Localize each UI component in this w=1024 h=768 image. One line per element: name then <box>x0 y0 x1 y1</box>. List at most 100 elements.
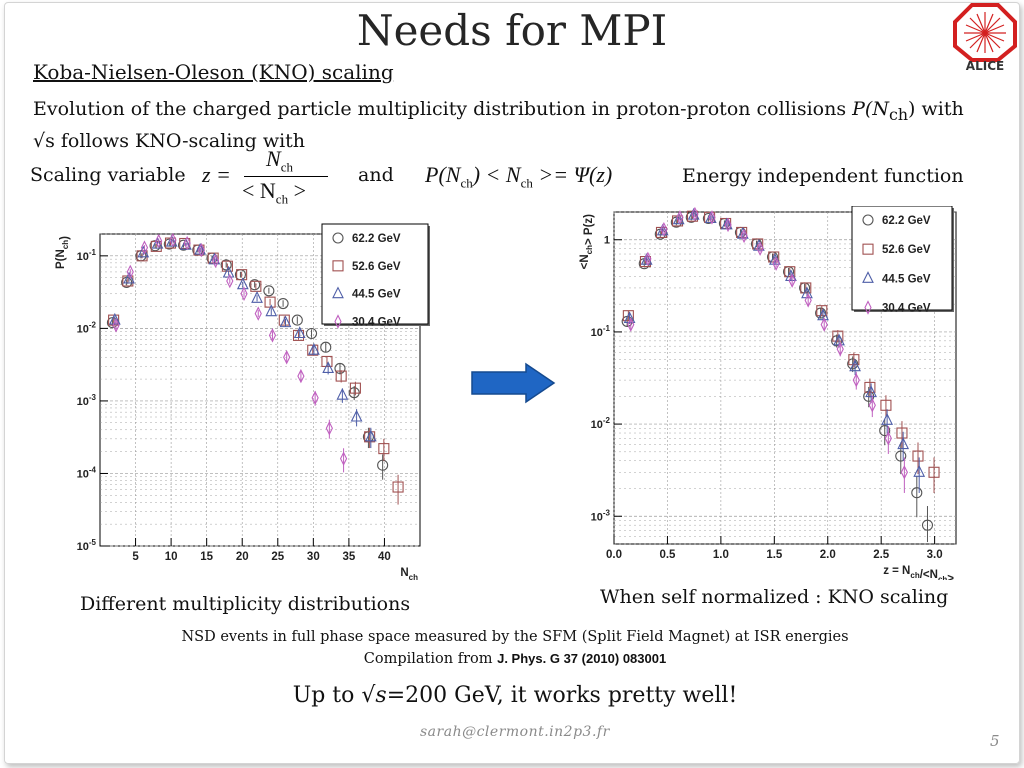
description-formula-sub: ch <box>888 104 909 124</box>
data-point <box>151 236 164 249</box>
data-point <box>126 264 134 280</box>
data-point <box>622 310 634 322</box>
data-point <box>251 291 263 303</box>
x-tick-label: 40 <box>378 551 391 563</box>
legend-marker <box>334 314 342 329</box>
scaling-variable-label: Scaling variable <box>30 164 186 186</box>
data-point <box>307 344 319 356</box>
caption-right: When self normalized : KNO scaling <box>600 586 949 608</box>
data-point <box>849 359 861 372</box>
y-tick-label: 10-3 <box>591 508 611 523</box>
data-point <box>896 427 908 439</box>
data-point <box>263 285 275 297</box>
data-point <box>277 297 289 310</box>
y-axis-label: P(Nch) <box>55 236 71 269</box>
data-point <box>708 210 716 225</box>
data-point <box>325 421 333 436</box>
data-point <box>848 354 860 366</box>
data-point <box>817 308 829 321</box>
series-30-4-GeV <box>627 206 908 493</box>
kno-equation: P(Nch) < Nch >= Ψ(z) <box>425 162 613 191</box>
legend-marker <box>862 243 874 255</box>
legend: 62.2 GeV 52.6 GeV 44.5 GeV 30.4 GeV <box>321 223 430 329</box>
x-tick-label: 10 <box>165 551 178 563</box>
data-point <box>279 315 292 328</box>
data-point <box>211 253 220 269</box>
x-tick-label: 25 <box>271 551 284 563</box>
data-point <box>169 232 177 248</box>
data-point <box>226 273 234 289</box>
x-axis-label: Nch <box>400 567 418 582</box>
data-point <box>756 241 764 256</box>
x-tick-label: 1.5 <box>766 549 783 561</box>
note-line-1: NSD events in full phase space measured … <box>181 629 849 645</box>
subtitle: Koba-Nielsen-Oleson (KNO) scaling <box>33 60 394 84</box>
data-point <box>339 451 348 466</box>
page-number: 5 <box>990 732 1000 750</box>
data-point <box>785 269 797 281</box>
data-point <box>640 252 653 265</box>
equation-numerator: Nch <box>266 146 293 175</box>
x-tick-label: 30 <box>307 551 320 563</box>
legend-label: 52.6 GeV <box>882 244 931 256</box>
alice-logo: ALICE <box>953 3 1017 72</box>
data-point <box>221 260 233 272</box>
fraction-bar <box>244 176 328 177</box>
and-label: and <box>358 164 394 186</box>
x-tick-label: 15 <box>200 551 213 563</box>
x-tick-label: 0.5 <box>659 549 676 561</box>
y-tick-label: 10-2 <box>591 416 611 431</box>
data-point <box>364 429 377 442</box>
x-tick-label: 3.0 <box>927 549 943 561</box>
reference: J. Phys. G 37 (2010) 083001 <box>497 651 667 666</box>
legend-marker <box>332 260 344 272</box>
data-point <box>240 286 248 301</box>
data-point <box>183 235 191 251</box>
data-point <box>913 465 926 477</box>
data-point <box>832 330 844 342</box>
data-point <box>687 207 700 220</box>
data-point <box>250 280 262 292</box>
description-text-1: Evolution of the charged particle multip… <box>33 98 853 120</box>
data-point <box>691 206 699 222</box>
data-point <box>297 368 305 384</box>
data-point <box>676 210 684 225</box>
data-point <box>265 304 278 317</box>
data-point <box>879 425 891 437</box>
y-tick-label: 10-5 <box>77 538 97 553</box>
equation-lhs: z = <box>202 162 231 187</box>
data-point <box>928 466 940 478</box>
description-formula: P(N <box>852 98 889 120</box>
data-point <box>236 269 248 281</box>
slide-frame <box>4 2 1020 764</box>
legend-label: 52.6 GeV <box>352 261 401 273</box>
description-text-2: ) with √s follows KNO-scaling with <box>33 98 964 152</box>
alice-logo-text: ALICE <box>966 59 1004 72</box>
data-point <box>724 217 732 233</box>
data-point <box>165 234 178 247</box>
data-point <box>672 212 685 225</box>
data-point <box>772 256 780 271</box>
right-arrow-icon <box>471 362 556 404</box>
data-point <box>180 238 192 250</box>
data-point <box>660 222 668 237</box>
data-point <box>820 317 828 332</box>
legend-label: 44.5 GeV <box>882 273 931 285</box>
kno-scaled-chart: 0.0 0.5 1.0 1.5 2.0 2.5 3.0 1 10-1 10-2 10-3 z = Nc… <box>579 206 957 580</box>
data-point <box>704 211 717 224</box>
author-email: sarah@clermont.in2p3.fr <box>420 724 610 740</box>
x-tick-label: 20 <box>236 551 249 563</box>
legend-label: 30.4 GeV <box>882 302 931 314</box>
x-tick-label: 2.5 <box>873 549 890 561</box>
data-point <box>815 307 827 319</box>
data-point <box>321 355 333 368</box>
y-tick-label: 10-1 <box>77 248 97 263</box>
data-point <box>278 314 290 326</box>
legend-label: 44.5 GeV <box>352 289 401 301</box>
data-point <box>155 233 163 249</box>
y-tick-label: 10-2 <box>77 320 97 335</box>
data-point <box>911 487 923 499</box>
data-point <box>816 305 828 317</box>
data-point <box>291 314 303 326</box>
legend-marker <box>864 300 872 315</box>
